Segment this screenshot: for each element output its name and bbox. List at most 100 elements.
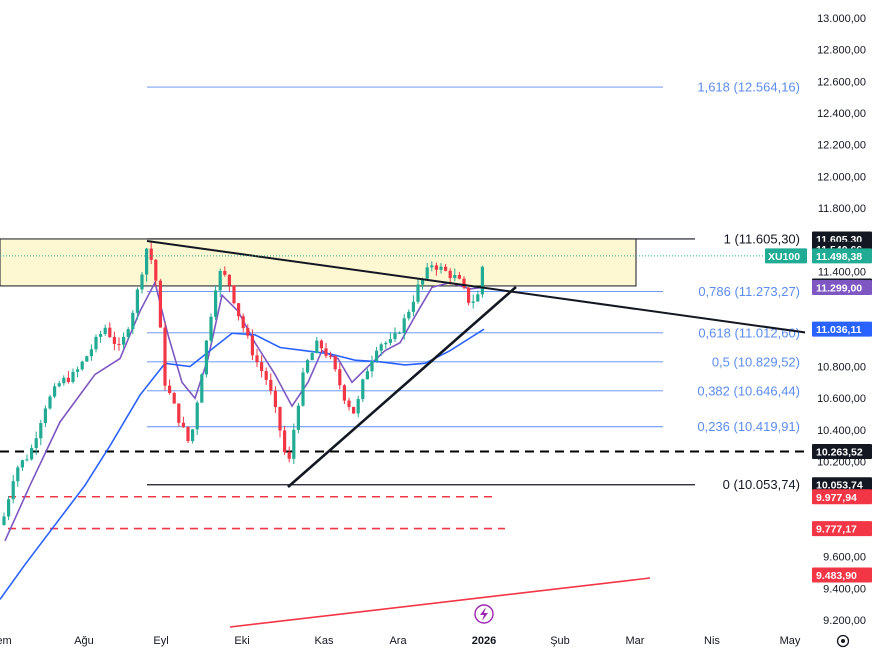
candle	[181, 416, 185, 428]
candle	[195, 400, 199, 436]
fib-label: 0,618 (11.012,60)	[698, 325, 800, 340]
candle-body	[204, 340, 208, 375]
candle	[66, 371, 70, 384]
time-tick-label: Şub	[550, 635, 570, 647]
price-tick-label: 9.600,00	[823, 552, 866, 564]
candle-body	[467, 287, 471, 303]
price-tick-label: 12.800,00	[817, 45, 866, 57]
candle-body	[398, 332, 402, 334]
fibonacci-retracement[interactable]: 1,618 (12.564,16) 1 (11.605,30) 0,786 (11.…	[147, 80, 800, 493]
candle-body	[76, 369, 80, 372]
fib-label: 0 (10.053,74)	[723, 477, 800, 492]
price-candles	[2, 242, 484, 526]
price-tags: 11.605,3011.540,6611.498,38XU10011.308,6…	[0, 231, 872, 583]
candle-body	[338, 369, 342, 386]
candle-body	[57, 383, 61, 387]
candle	[430, 261, 434, 272]
candle-body	[421, 278, 425, 285]
time-tick-label: Kas	[315, 635, 334, 647]
candle-body	[158, 280, 162, 328]
candle	[62, 375, 66, 386]
price-tick-label: 10.400,00	[817, 425, 866, 437]
candle-body	[393, 333, 397, 340]
candle-body	[117, 343, 121, 345]
candle-body	[365, 371, 369, 380]
candle	[342, 384, 346, 405]
price-tick-label: 12.000,00	[817, 171, 866, 183]
candle	[388, 332, 392, 346]
candle-body	[103, 327, 107, 334]
time-tick-label: 2026	[472, 635, 496, 647]
price-tick-label: 10.800,00	[817, 362, 866, 374]
candle	[434, 262, 438, 276]
candle-body	[430, 265, 434, 268]
candle	[379, 342, 383, 356]
red-support-trendline	[229, 577, 651, 628]
price-tag-bg	[812, 521, 872, 537]
candle	[476, 290, 480, 302]
trend-lines[interactable]	[146, 240, 874, 628]
candle-body	[384, 342, 388, 345]
candle-body	[319, 340, 323, 349]
candle	[416, 279, 420, 304]
candle	[43, 405, 47, 427]
candle-body	[149, 248, 153, 260]
candle-body	[292, 429, 296, 459]
candle-body	[269, 379, 273, 391]
candle-body	[283, 430, 287, 453]
candle-body	[25, 459, 29, 461]
fib-label: 0,236 (10.419,91)	[697, 419, 800, 434]
candle	[71, 368, 75, 384]
candle-body	[43, 408, 47, 424]
candle	[301, 367, 305, 407]
candle	[361, 378, 365, 402]
candle	[480, 265, 484, 298]
price-tag: 10.263,52	[812, 444, 872, 460]
candle	[365, 368, 369, 380]
candle-body	[30, 448, 34, 460]
price-tick-label: 12.400,00	[817, 108, 866, 120]
fib-label: 0,786 (11.273,27)	[698, 284, 800, 299]
price-tag: 9.483,90	[812, 567, 872, 583]
candle-body	[329, 355, 333, 357]
candle-body	[191, 429, 195, 442]
candle-body	[168, 385, 172, 393]
price-tag-bg	[812, 248, 872, 264]
time-axis[interactable]: em Ağu Eyl Eki Kas Ara 2026 Şub Mar Nis May	[0, 635, 801, 647]
candle-body	[434, 265, 438, 270]
price-tag: 11.299,00	[812, 279, 872, 295]
candle	[264, 367, 268, 385]
candle	[80, 360, 84, 371]
candle	[246, 324, 250, 339]
time-tick-label: Ağu	[74, 635, 94, 647]
horizontal-levels[interactable]	[0, 450, 805, 530]
candle	[439, 262, 443, 274]
candle-body	[416, 284, 420, 302]
candle-body	[214, 290, 218, 317]
zone-rect	[0, 238, 637, 287]
candle-body	[135, 289, 139, 313]
candle-body	[241, 316, 245, 329]
candle	[241, 313, 245, 332]
symbol-tag-label: XU100	[768, 251, 800, 263]
fib-label: 0,382 (10.646,44)	[697, 383, 800, 398]
moving-averages	[0, 280, 485, 600]
candle-body	[232, 285, 236, 304]
time-tick-label: May	[780, 635, 801, 647]
candle	[218, 268, 222, 298]
candle	[227, 274, 231, 292]
candle	[467, 287, 471, 306]
price-tick-label: 9.200,00	[823, 615, 866, 627]
time-tick-label: em	[0, 635, 12, 647]
candle	[384, 341, 388, 349]
price-tag: 10.053,74	[812, 477, 872, 493]
candle-body	[453, 275, 457, 279]
candle-body	[306, 360, 310, 373]
price-tag-label: 11.498,38	[816, 251, 862, 263]
candle-body	[324, 348, 328, 356]
candle	[11, 474, 15, 504]
candle-body	[296, 405, 300, 430]
candle	[471, 294, 475, 309]
candle	[53, 383, 57, 399]
